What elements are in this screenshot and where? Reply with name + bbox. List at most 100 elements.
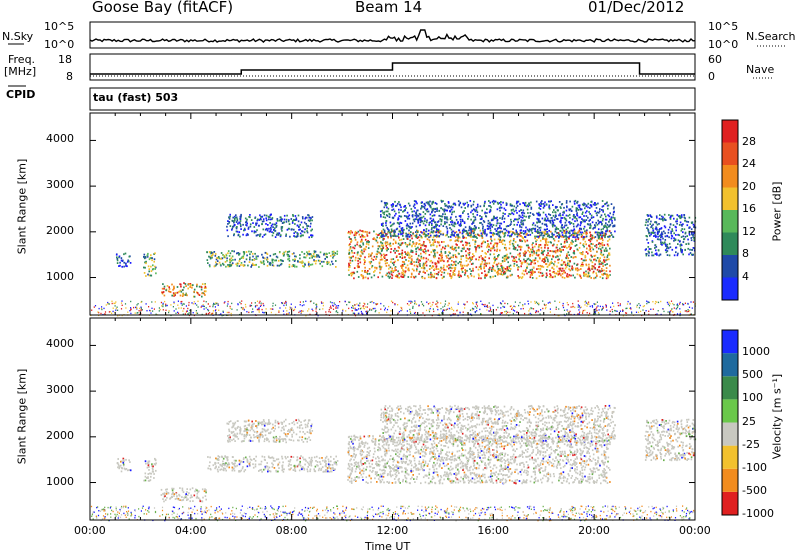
range-cell <box>576 236 579 239</box>
range-cell <box>427 276 430 279</box>
range-cell <box>519 260 522 262</box>
range-cell <box>493 232 496 235</box>
range-cell <box>486 246 488 249</box>
range-cell <box>558 270 560 273</box>
range-cell <box>287 258 289 261</box>
range-cell <box>358 308 360 310</box>
range-cell <box>161 287 164 290</box>
range-cell <box>411 210 413 213</box>
range-cell <box>303 304 305 306</box>
range-cell <box>519 248 522 251</box>
range-cell <box>238 253 240 256</box>
range-cell <box>646 302 648 305</box>
range-cell <box>693 237 695 239</box>
range-cell <box>591 266 594 269</box>
range-cell <box>577 300 579 302</box>
range-cell <box>592 216 595 219</box>
range-cell <box>549 273 551 275</box>
range-cell <box>150 265 152 268</box>
range-cell <box>117 309 119 311</box>
range-cell <box>172 306 174 308</box>
range-cell <box>481 257 484 259</box>
range-cell <box>545 240 547 243</box>
range-cell <box>402 274 405 276</box>
range-cell <box>595 203 598 206</box>
range-cell <box>390 310 392 312</box>
range-cell <box>452 256 454 259</box>
range-cell <box>580 263 583 266</box>
range-cell <box>202 304 204 306</box>
range-cell <box>587 268 589 271</box>
range-cell <box>692 234 695 236</box>
range-cell <box>310 263 312 266</box>
range-cell <box>563 271 565 274</box>
range-cell <box>606 243 609 246</box>
range-cell <box>597 231 599 234</box>
range-cell <box>546 265 549 268</box>
range-cell <box>625 307 627 310</box>
range-cell <box>643 305 645 307</box>
range-cell <box>585 231 587 234</box>
range-cell <box>387 207 390 210</box>
range-cell <box>461 247 464 250</box>
range-cell <box>215 309 217 311</box>
range-cell <box>277 234 280 236</box>
range-cell <box>512 228 514 230</box>
range-cell <box>483 221 486 223</box>
range-cell <box>454 313 456 315</box>
range-cell <box>485 253 487 255</box>
range-cell <box>584 274 586 277</box>
range-cell <box>450 208 453 211</box>
range-cell <box>405 266 407 269</box>
range-cell <box>582 219 584 222</box>
range-cell <box>462 244 464 246</box>
range-cell <box>171 294 173 297</box>
range-cell <box>495 271 498 274</box>
range-cell <box>487 250 489 253</box>
range-cell <box>152 310 154 312</box>
range-cell <box>534 228 537 230</box>
range-cell <box>308 265 310 268</box>
range-cell <box>536 212 538 215</box>
range-cell <box>669 310 671 313</box>
range-cell <box>664 226 667 229</box>
range-cell <box>162 302 164 305</box>
range-cell <box>674 239 677 242</box>
range-cell <box>571 234 573 236</box>
range-cell <box>500 307 502 309</box>
range-cell <box>452 230 454 233</box>
range-cell <box>601 261 604 264</box>
range-cell <box>448 264 450 266</box>
range-cell <box>557 249 559 251</box>
range-cell <box>504 302 506 305</box>
range-cell <box>585 215 588 217</box>
range-cell <box>420 249 422 251</box>
range-cell <box>397 304 399 306</box>
range-cell <box>373 302 375 304</box>
range-cell <box>585 233 588 236</box>
range-cell <box>493 249 496 252</box>
range-cell <box>411 226 413 228</box>
range-cell <box>497 268 500 270</box>
range-cell <box>387 228 389 231</box>
range-cell <box>531 277 534 279</box>
range-cell <box>474 216 477 219</box>
range-cell <box>661 231 663 234</box>
range-cell <box>265 217 267 220</box>
range-cell <box>310 300 312 302</box>
range-cell <box>353 277 355 280</box>
range-cell <box>283 313 285 315</box>
range-cell <box>254 305 257 307</box>
range-cell <box>405 232 407 235</box>
range-cell <box>253 231 256 234</box>
range-cell <box>458 229 460 232</box>
range-cell <box>451 213 453 216</box>
range-cell <box>577 237 580 239</box>
range-cell <box>539 220 541 223</box>
range-cell <box>301 260 304 263</box>
range-cell <box>425 264 428 267</box>
range-cell <box>589 269 591 272</box>
range-cell <box>347 269 350 272</box>
range-cell <box>201 295 203 298</box>
range-cell <box>359 304 361 306</box>
